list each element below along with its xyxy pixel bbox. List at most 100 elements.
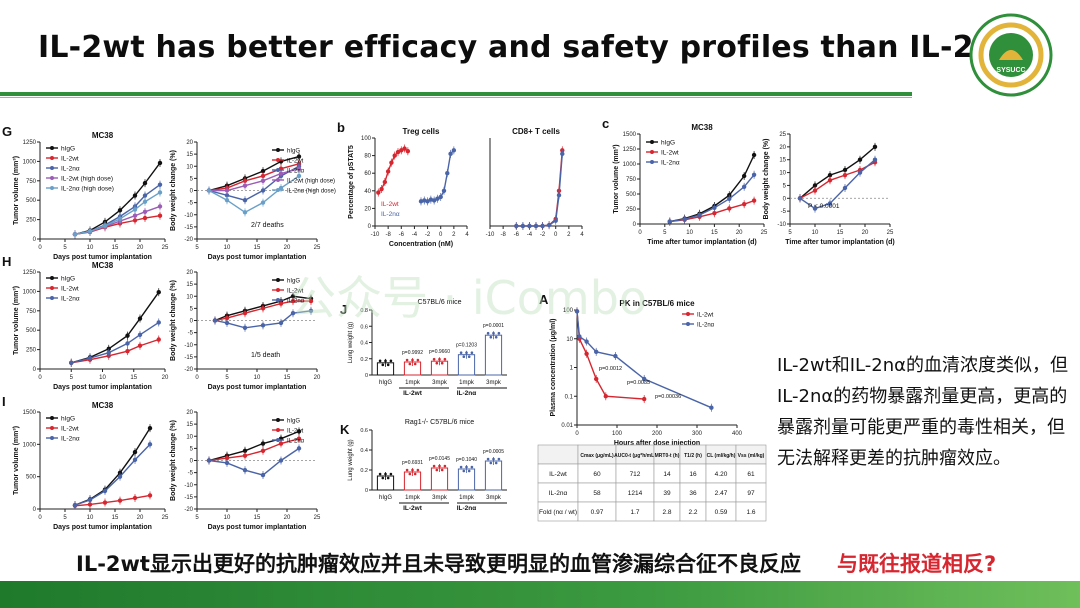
data-point — [296, 446, 302, 451]
x-tick-label: -2 — [540, 232, 546, 238]
data-point — [438, 357, 441, 361]
data-point — [242, 448, 248, 453]
y-tick-label: 10 — [779, 171, 786, 177]
data-point — [812, 188, 818, 193]
panel-label: I — [2, 394, 6, 409]
series-line — [74, 427, 151, 506]
y-tick-label: 250 — [626, 207, 637, 213]
x-tick-label: 20 — [862, 230, 869, 236]
legend-marker — [50, 436, 54, 440]
data-point — [467, 355, 471, 358]
chart-I-left: 0 5 10 15 20 25 0 500 1000 1500 Days post tumor im… — [2, 394, 169, 531]
y-tick-label: 1000 — [23, 289, 37, 295]
y-tick-label: 500 — [26, 328, 37, 334]
y-tick-label: 40 — [364, 189, 371, 195]
x-tick-label: 100 — [612, 431, 623, 437]
y-tick-label: 0 — [190, 459, 194, 465]
data-point — [384, 359, 387, 363]
annotation: 1/5 death — [251, 352, 280, 359]
data-point — [533, 223, 539, 229]
y-tick-label: -5 — [188, 201, 194, 207]
data-point — [492, 331, 495, 335]
table-value: 61 — [747, 471, 755, 478]
data-point — [603, 394, 608, 399]
pk-table: Cmax (μg/mL) AUC0-t (μg*h/mL)MRT0-t (h) T1… — [537, 444, 767, 522]
data-point — [440, 361, 444, 365]
chart-G-right: 5 10 15 20 25 -20 -15 -10 -5 0 5 10 15 20 Days post tu… — [170, 140, 336, 261]
x-tick-label: 0 — [575, 431, 579, 437]
y-tick-label: 0 — [190, 189, 194, 195]
panel-label: c — [602, 116, 609, 131]
legend-marker — [50, 276, 54, 280]
legend-marker — [50, 296, 54, 300]
x-tick-label: -8 — [500, 232, 506, 238]
legend-marker — [50, 286, 54, 290]
data-point — [751, 152, 757, 158]
table-value: 0.59 — [715, 509, 728, 516]
data-point — [87, 497, 93, 503]
series-line — [71, 291, 160, 364]
group-label: IL-2wt — [403, 390, 423, 397]
data-point — [462, 355, 466, 358]
chart-c-right: 5 10 15 20 25 -10 -5 0 5 10 15 20 25 Time after tumor… — [763, 132, 895, 246]
legend-label: hIgG — [61, 146, 75, 153]
slide-title: IL-2wt has better efficacy and safety pr… — [38, 30, 1017, 65]
data-point — [438, 464, 441, 468]
legend-marker — [276, 278, 280, 282]
data-point — [435, 361, 439, 365]
legend-label: hIgG — [287, 149, 300, 155]
data-point — [142, 193, 148, 198]
data-point — [386, 363, 390, 367]
panel-label: A — [539, 292, 549, 307]
data-point — [156, 289, 161, 295]
legend-label: IL-2wt (high dose) — [61, 176, 113, 183]
data-point — [224, 460, 230, 466]
legend-label: IL-2nα — [381, 211, 400, 218]
legend-label: IL-2wt — [287, 429, 304, 435]
table-value: 0.97 — [591, 509, 604, 516]
data-point — [751, 198, 757, 203]
data-point — [445, 171, 450, 176]
legend-label: IL-2nα — [661, 160, 680, 167]
y-tick-label: 0.8 — [360, 308, 368, 314]
y-tick-label: -20 — [184, 507, 193, 513]
table-value: 60 — [593, 471, 601, 478]
legend-label: hIgG — [287, 279, 300, 285]
legend-label: hIgG — [287, 419, 300, 425]
chart-title: MC38 — [92, 401, 114, 410]
data-point — [278, 458, 284, 463]
y-tick-label: -20 — [184, 237, 193, 243]
y-tick-label: 5 — [190, 176, 194, 182]
legend-label: IL-2wt — [287, 159, 304, 165]
y-tick-label: 750 — [26, 179, 37, 185]
x-tick-label: 2 — [567, 232, 571, 238]
chart-title: Treg cells — [403, 127, 440, 136]
y-tick-label: -10 — [184, 483, 193, 489]
legend-marker — [276, 168, 280, 172]
p-value: p=0.0005 — [483, 449, 504, 455]
legend-marker — [50, 156, 54, 160]
y-axis-label: Plasma concentration (μg/ml) — [550, 318, 557, 416]
data-point — [389, 160, 394, 165]
data-point — [489, 461, 493, 465]
legend-label: hIgG — [61, 416, 75, 423]
x-tick-label: 5 — [225, 375, 229, 381]
data-point — [117, 208, 123, 213]
side-line: IL-2wt和IL-2nα的血清浓度类似，但 — [777, 355, 1068, 376]
x-tick-label: 15 — [837, 230, 844, 236]
x-tick-label: hIgG — [379, 380, 392, 386]
data-point — [386, 476, 390, 480]
x-tick-label: -10 — [486, 232, 495, 238]
x-tick-label: 20 — [162, 375, 169, 381]
data-point — [411, 358, 414, 362]
x-tick-label: 0 — [638, 230, 642, 236]
y-tick-label: 1500 — [23, 410, 37, 416]
data-point — [278, 301, 284, 306]
chart-I-right: 5 10 15 20 25 -20 -15 -10 -5 0 5 10 15 20 Days post tu… — [170, 410, 321, 531]
data-point — [797, 196, 803, 201]
legend-marker — [650, 140, 654, 144]
x-tick-label: 0 — [38, 245, 42, 251]
data-point — [709, 405, 714, 410]
data-point — [378, 359, 382, 363]
x-axis-label: Days post tumor implantation — [53, 384, 152, 391]
